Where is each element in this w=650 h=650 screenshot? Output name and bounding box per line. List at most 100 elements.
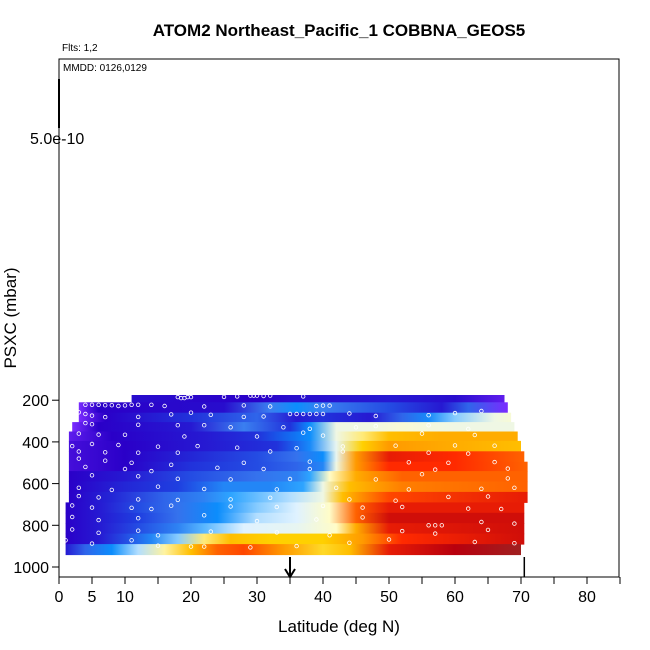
data-point <box>485 527 491 533</box>
data-point <box>228 504 233 509</box>
data-point <box>201 404 207 409</box>
data-point <box>373 423 378 429</box>
data-point <box>426 523 431 528</box>
data-point <box>135 474 141 479</box>
data-point <box>334 485 339 490</box>
data-point <box>347 497 352 502</box>
data-point <box>76 485 81 490</box>
data-point <box>254 393 260 398</box>
data-point <box>201 486 207 492</box>
data-point <box>234 394 240 399</box>
data-point <box>89 402 95 407</box>
heatmap-band <box>65 523 525 535</box>
data-point <box>102 403 108 408</box>
data-point <box>188 544 194 549</box>
data-point <box>201 423 207 428</box>
data-point <box>89 473 95 478</box>
data-point <box>268 449 273 454</box>
heatmap-band <box>68 440 522 452</box>
data-point <box>96 402 101 407</box>
data-point <box>96 530 101 535</box>
data-point <box>69 503 75 508</box>
x-tick-label: 30 <box>248 589 266 606</box>
data-point <box>69 443 75 449</box>
data-point <box>466 426 471 432</box>
data-point <box>149 506 154 512</box>
data-point <box>234 445 240 450</box>
data-point <box>168 412 174 417</box>
data-point <box>466 451 471 456</box>
heatmap-band <box>65 544 521 556</box>
data-point <box>248 545 253 550</box>
x-tick-label: 80 <box>578 589 596 606</box>
data-point <box>301 411 306 417</box>
data-point <box>76 410 81 415</box>
y-tick-label: 1000 <box>13 560 49 577</box>
data-point <box>155 484 161 489</box>
data-point <box>406 460 411 465</box>
data-point <box>294 411 299 417</box>
data-point <box>129 505 134 510</box>
data-point <box>512 521 517 526</box>
heatmap-band <box>78 402 508 414</box>
data-point <box>340 449 345 454</box>
data-point <box>201 513 207 518</box>
data-point <box>261 414 266 419</box>
scale-label: 5.0e-10 <box>30 131 84 148</box>
data-point <box>433 467 438 472</box>
data-point <box>175 476 180 481</box>
data-point <box>83 420 88 426</box>
data-point <box>446 494 451 500</box>
data-point <box>400 528 405 534</box>
data-point <box>466 506 471 511</box>
data-point <box>320 503 326 509</box>
y-tick-label: 600 <box>22 477 49 494</box>
data-point <box>314 403 319 409</box>
data-point <box>347 540 352 545</box>
data-point <box>301 430 306 435</box>
data-point <box>135 516 141 521</box>
data-point <box>505 466 510 471</box>
data-point <box>268 393 273 398</box>
data-point <box>353 425 359 430</box>
data-point <box>287 411 293 417</box>
data-point <box>433 523 438 528</box>
data-point <box>228 425 233 430</box>
data-point <box>261 393 266 399</box>
data-point <box>301 394 306 399</box>
y-tick-label: 200 <box>22 393 49 410</box>
data-point <box>400 504 405 510</box>
data-point <box>122 432 128 437</box>
x-tick-label: 10 <box>116 589 134 606</box>
data-point <box>208 529 213 534</box>
data-point <box>485 494 491 499</box>
data-point <box>135 422 141 427</box>
data-point <box>149 468 154 474</box>
data-point <box>122 466 128 472</box>
x-tick-label: 5 <box>88 589 97 606</box>
data-point <box>109 487 114 493</box>
data-point <box>327 533 332 538</box>
data-point <box>182 434 187 439</box>
heatmap-band <box>65 502 525 514</box>
data-point <box>419 431 425 436</box>
data-point <box>274 504 279 510</box>
data-point <box>135 528 141 533</box>
data-point <box>116 403 121 409</box>
heatmap-layer <box>65 395 528 556</box>
data-point <box>499 506 504 512</box>
data-point <box>307 411 312 417</box>
data-point <box>116 442 121 448</box>
data-point <box>155 444 161 449</box>
data-point <box>175 450 180 455</box>
data-point <box>76 431 81 436</box>
data-point <box>274 487 279 492</box>
data-point <box>472 432 477 438</box>
x-tick-label: 0 <box>55 589 64 606</box>
data-point <box>83 464 88 470</box>
data-point <box>89 441 95 447</box>
data-point <box>254 518 260 524</box>
data-point <box>228 477 233 482</box>
data-point <box>135 450 141 455</box>
